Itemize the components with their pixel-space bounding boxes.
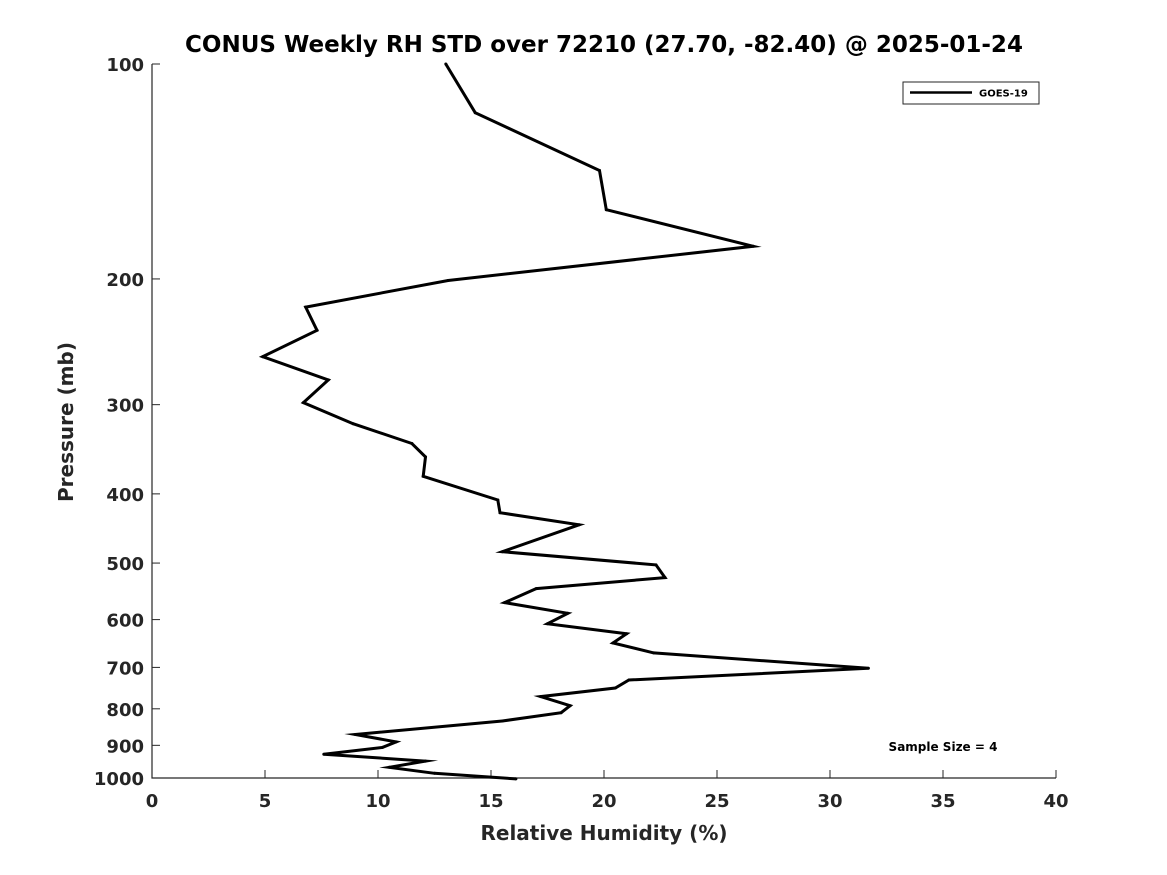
- data-point: [394, 740, 398, 744]
- series-group: [258, 62, 870, 781]
- y-tick-label: 800: [106, 700, 144, 721]
- x-tick-label: 0: [146, 791, 159, 812]
- data-point: [410, 442, 414, 445]
- y-tick-label: 400: [106, 485, 144, 506]
- data-point: [498, 511, 502, 515]
- data-point: [322, 752, 326, 756]
- data-point: [387, 765, 391, 769]
- x-tick-label: 30: [817, 791, 842, 812]
- data-point: [353, 733, 357, 736]
- sample-size-annotation: Sample Size = 4: [889, 740, 998, 754]
- data-point: [654, 563, 658, 567]
- data-point: [604, 208, 608, 212]
- data-point: [500, 719, 504, 723]
- data-point: [261, 355, 265, 359]
- data-point: [500, 550, 504, 554]
- data-point: [566, 611, 570, 615]
- data-point: [611, 641, 615, 645]
- data-point: [424, 455, 427, 459]
- data-point: [866, 666, 870, 670]
- y-tick-label: 700: [106, 658, 144, 679]
- x-tick-label: 20: [591, 791, 616, 812]
- legend-label-goes-19: GOES-19: [979, 89, 1028, 100]
- x-tick-label: 35: [930, 791, 955, 812]
- y-tick-label: 100: [106, 55, 144, 76]
- y-tick-label: 600: [106, 611, 144, 632]
- data-point: [496, 498, 500, 502]
- y-axis-label: Pressure (mb): [54, 342, 78, 502]
- x-tick-label: 40: [1043, 791, 1068, 812]
- y-axis-ticks: 100 200 300 400 500 600 700 800 900 1000: [94, 55, 160, 790]
- data-point: [446, 279, 450, 282]
- plot-area: 0 5 10 15 20 25 30 35 40 100 200 300 400 500 600 700 80…: [94, 55, 1069, 812]
- data-point: [351, 422, 355, 426]
- data-point: [577, 523, 581, 527]
- data-point: [433, 771, 436, 775]
- data-point: [627, 678, 631, 682]
- y-tick-label: 900: [106, 736, 144, 757]
- data-point: [613, 686, 617, 690]
- data-point: [539, 695, 543, 699]
- data-point: [315, 328, 319, 332]
- data-point: [473, 111, 477, 115]
- chart-title: CONUS Weekly RH STD over 72210 (27.70, -…: [185, 32, 1023, 58]
- data-point: [514, 777, 518, 781]
- data-point: [546, 622, 549, 626]
- data-point: [598, 169, 601, 172]
- data-point: [568, 704, 572, 708]
- data-point: [301, 401, 305, 405]
- x-axis-ticks: 0 5 10 15 20 25 30 35 40: [146, 770, 1069, 812]
- data-point: [625, 632, 629, 636]
- data-point: [663, 576, 667, 580]
- data-point: [444, 62, 448, 66]
- data-point: [652, 651, 656, 655]
- data-point: [503, 601, 507, 605]
- data-point: [424, 759, 427, 763]
- x-tick-label: 10: [365, 791, 390, 812]
- x-tick-label: 15: [478, 791, 503, 812]
- data-point: [751, 244, 755, 248]
- x-tick-label: 5: [259, 791, 272, 812]
- y-tick-label: 1000: [94, 769, 144, 790]
- data-point: [421, 474, 425, 478]
- data-point: [304, 305, 308, 309]
- x-axis-label: Relative Humidity (%): [480, 821, 727, 845]
- data-point: [559, 711, 563, 715]
- data-point: [381, 745, 384, 749]
- y-tick-label: 200: [106, 270, 144, 291]
- x-tick-label: 25: [704, 791, 729, 812]
- data-point: [534, 587, 538, 591]
- y-tick-label: 300: [106, 396, 144, 417]
- legend: GOES-19: [902, 81, 1040, 105]
- y-tick-label: 500: [106, 554, 144, 575]
- data-point: [326, 378, 330, 382]
